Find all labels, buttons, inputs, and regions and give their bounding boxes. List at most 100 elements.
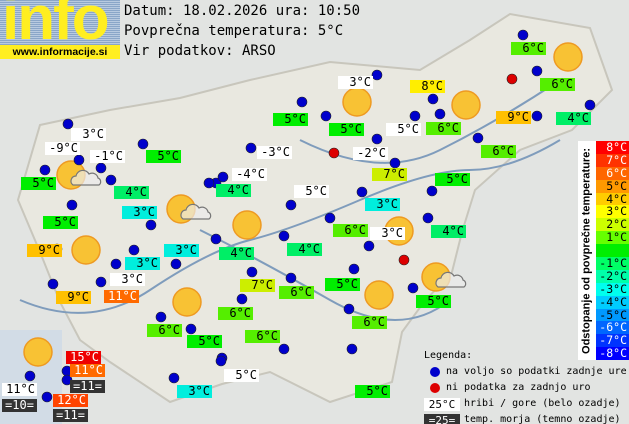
station-marker[interactable] bbox=[278, 343, 290, 355]
sun-icon bbox=[364, 280, 394, 310]
average-temperature: Povprečna temperatura: 5°C bbox=[124, 23, 344, 39]
station-marker[interactable] bbox=[73, 154, 85, 166]
station-marker-missing[interactable] bbox=[398, 254, 410, 266]
station-marker[interactable] bbox=[245, 142, 257, 154]
station-marker[interactable] bbox=[517, 29, 529, 41]
station-marker[interactable] bbox=[217, 171, 229, 183]
station-marker[interactable] bbox=[434, 108, 446, 120]
temperature-label: 3°C bbox=[370, 227, 405, 240]
deviation-scale: 8°C 7°C 6°C 5°C 4°C 3°C 2°C 1°C -1°C -2°C -3°C -4°C… bbox=[596, 141, 629, 361]
temperature-label: =11= bbox=[70, 380, 105, 393]
station-marker-missing[interactable] bbox=[328, 147, 340, 159]
station-marker[interactable] bbox=[110, 258, 122, 270]
temperature-label: 4°C bbox=[216, 184, 251, 197]
scale-step: -4°C bbox=[596, 295, 629, 309]
station-marker[interactable] bbox=[348, 263, 360, 275]
station-marker[interactable] bbox=[236, 293, 248, 305]
station-marker[interactable] bbox=[422, 212, 434, 224]
sun-icon bbox=[23, 337, 53, 367]
station-marker[interactable] bbox=[356, 186, 368, 198]
station-marker[interactable] bbox=[246, 266, 258, 278]
temperature-label: 5°C bbox=[146, 150, 181, 163]
station-marker[interactable] bbox=[210, 233, 222, 245]
legend: Legenda: na voljo so podatki zadnje ure … bbox=[424, 348, 627, 424]
station-marker[interactable] bbox=[47, 278, 59, 290]
station-marker[interactable] bbox=[296, 96, 308, 108]
station-marker[interactable] bbox=[105, 174, 117, 186]
station-marker[interactable] bbox=[285, 199, 297, 211]
temperature-label: -1°C bbox=[90, 150, 125, 163]
station-marker[interactable] bbox=[185, 323, 197, 335]
station-marker[interactable] bbox=[66, 199, 78, 211]
station-marker[interactable] bbox=[128, 244, 140, 256]
station-marker[interactable] bbox=[371, 69, 383, 81]
station-marker[interactable] bbox=[409, 110, 421, 122]
temperature-label: 3°C bbox=[365, 198, 400, 211]
station-marker[interactable] bbox=[137, 138, 149, 150]
temperature-label: 6°C bbox=[540, 78, 575, 91]
temperature-label: -2°C bbox=[353, 147, 388, 160]
logo-url[interactable]: www.informacije.si bbox=[0, 45, 120, 59]
station-marker[interactable] bbox=[168, 372, 180, 384]
station-marker[interactable] bbox=[426, 185, 438, 197]
temperature-label: 4°C bbox=[219, 247, 254, 260]
logo[interactable]: info www.informacije.si bbox=[0, 0, 120, 59]
station-marker[interactable] bbox=[24, 370, 36, 382]
temperature-label: 5°C bbox=[224, 369, 259, 382]
blue-dot-icon bbox=[430, 367, 440, 377]
station-marker[interactable] bbox=[145, 219, 157, 231]
station-marker[interactable] bbox=[62, 118, 74, 130]
scale-title: Odstopanje od povprečne temperature: bbox=[578, 141, 596, 360]
station-marker[interactable] bbox=[407, 282, 419, 294]
temperature-label: 3°C bbox=[164, 244, 199, 257]
sun-cloud-icon bbox=[421, 262, 467, 292]
station-marker[interactable] bbox=[427, 93, 439, 105]
station-marker[interactable] bbox=[346, 343, 358, 355]
scale-step: -2°C bbox=[596, 269, 629, 283]
station-marker-missing[interactable] bbox=[506, 73, 518, 85]
temperature-label: 5°C bbox=[325, 278, 360, 291]
station-marker[interactable] bbox=[531, 65, 543, 77]
station-marker[interactable] bbox=[278, 230, 290, 242]
logo-word: info bbox=[2, 0, 108, 44]
station-marker[interactable] bbox=[95, 162, 107, 174]
scale-step: 6°C bbox=[596, 166, 629, 180]
temperature-label: 3°C bbox=[122, 206, 157, 219]
temperature-label: 11°C bbox=[2, 383, 37, 396]
station-marker[interactable] bbox=[531, 110, 543, 122]
station-marker[interactable] bbox=[285, 272, 297, 284]
station-marker[interactable] bbox=[39, 164, 51, 176]
station-marker[interactable] bbox=[203, 177, 215, 189]
station-marker[interactable] bbox=[371, 133, 383, 145]
station-marker[interactable] bbox=[215, 355, 227, 367]
scale-step: -3°C bbox=[596, 282, 629, 296]
legend-sea: =25= temp. morja (temno ozadje) bbox=[424, 412, 627, 424]
station-marker[interactable] bbox=[320, 110, 332, 122]
station-marker[interactable] bbox=[155, 311, 167, 323]
temperature-label: 4°C bbox=[287, 243, 322, 256]
scale-step bbox=[596, 244, 629, 258]
temperature-label: 6°C bbox=[245, 330, 280, 343]
scale-step: 8°C bbox=[596, 141, 629, 154]
temperature-label: =10= bbox=[2, 399, 37, 412]
sun-icon bbox=[71, 235, 101, 265]
sun-cloud-icon bbox=[166, 194, 212, 224]
station-marker[interactable] bbox=[343, 303, 355, 315]
temperature-label: 6°C bbox=[426, 122, 461, 135]
temperature-label: 9°C bbox=[56, 291, 91, 304]
station-marker[interactable] bbox=[324, 212, 336, 224]
station-marker[interactable] bbox=[472, 132, 484, 144]
red-dot-icon bbox=[430, 383, 440, 393]
station-marker[interactable] bbox=[584, 99, 596, 111]
sun-icon bbox=[172, 287, 202, 317]
station-marker[interactable] bbox=[170, 258, 182, 270]
temperature-label: -9°C bbox=[45, 142, 80, 155]
station-marker[interactable] bbox=[95, 276, 107, 288]
scale-step: 5°C bbox=[596, 179, 629, 193]
temperature-label: -4°C bbox=[232, 168, 267, 181]
legend-title: Legenda: bbox=[424, 350, 473, 361]
station-marker[interactable] bbox=[363, 240, 375, 252]
station-marker[interactable] bbox=[41, 391, 53, 403]
scale-step: -7°C bbox=[596, 334, 629, 348]
scale-step: 1°C bbox=[596, 231, 629, 245]
